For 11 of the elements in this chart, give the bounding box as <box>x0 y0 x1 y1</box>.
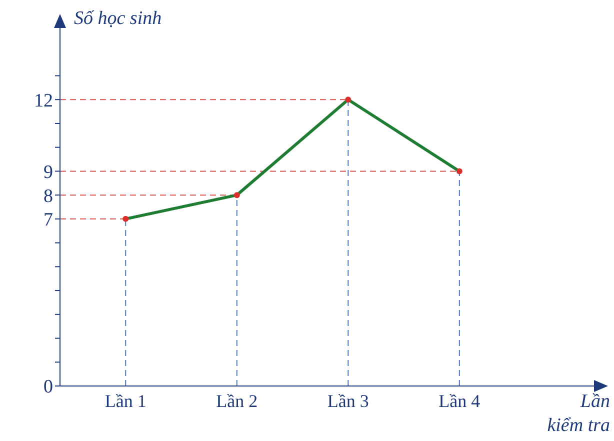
x-axis-title: Lần kiểm tra <box>547 390 610 438</box>
y-tick-label: 8 <box>44 186 53 207</box>
x-tick-label: Lần 1 <box>104 390 146 411</box>
x-tick-label: Lần 4 <box>438 390 480 411</box>
x-tick-label: Lần 3 <box>327 390 369 411</box>
y-tick-label: 9 <box>44 162 53 183</box>
y-tick-label: 0 <box>44 376 53 398</box>
y-tick-label: 12 <box>34 90 53 112</box>
y-axis-title: Số học sinh <box>74 8 162 30</box>
x-tick-label: Lần 2 <box>216 390 258 411</box>
y-tick-label: 7 <box>44 210 53 231</box>
